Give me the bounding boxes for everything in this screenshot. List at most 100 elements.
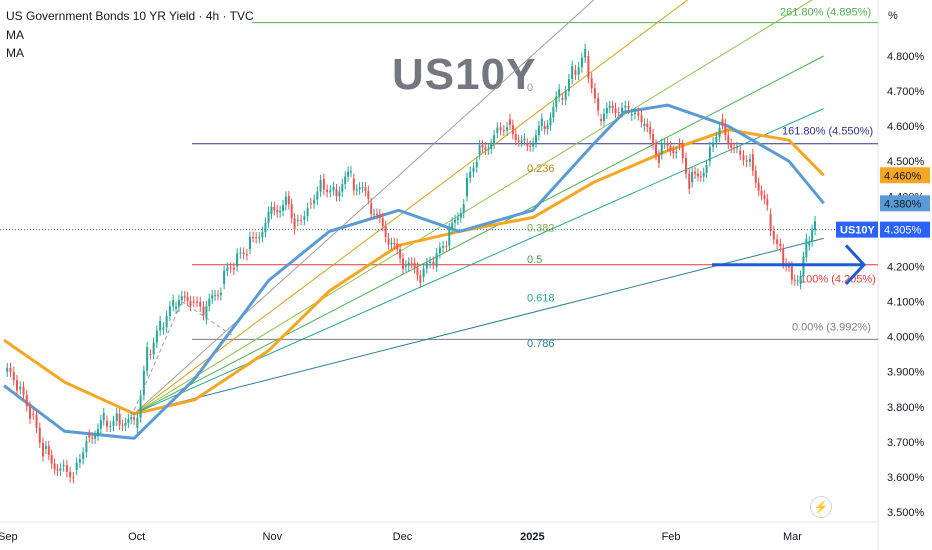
price-candle-body	[404, 265, 407, 267]
price-candle-body	[413, 263, 416, 268]
price-candle-body	[675, 152, 678, 154]
indicator-ma-1[interactable]: MA	[6, 28, 24, 42]
price-candle-body	[637, 112, 640, 116]
fib-fan-label: 0.786	[527, 338, 555, 350]
price-candle-body	[375, 213, 378, 215]
price-candle-body	[364, 187, 367, 191]
price-candle-body	[760, 190, 763, 196]
price-candle-body	[543, 126, 546, 130]
price-candle-body	[287, 196, 290, 205]
price-candle-body	[520, 140, 523, 142]
price-candle-body	[712, 142, 715, 147]
y-tick-label: 3.900%	[887, 367, 925, 379]
price-candle-body	[267, 211, 270, 223]
price-candle-body	[811, 230, 814, 242]
price-candle-body	[367, 190, 370, 199]
price-candle-body	[745, 160, 748, 162]
price-candle-body	[587, 56, 590, 78]
fib-fan-line	[133, 55, 824, 415]
price-candle-body	[192, 301, 195, 303]
price-candle-body	[180, 296, 183, 301]
price-candle-body	[475, 161, 478, 168]
price-candle-body	[242, 252, 245, 255]
price-candle-body	[564, 91, 567, 100]
fib-level-label: 161.80% (4.550%)	[782, 126, 873, 138]
price-candle-body	[597, 98, 600, 111]
price-candle-body	[25, 394, 28, 407]
x-tick-label: Feb	[662, 531, 681, 543]
price-candle-body	[12, 372, 15, 381]
y-tick-label: 4.100%	[887, 297, 925, 309]
price-candle-body	[75, 462, 78, 470]
price-candle-body	[425, 263, 428, 269]
price-candle-body	[669, 146, 672, 151]
price-candle-body	[435, 253, 438, 267]
price-candle-body	[688, 173, 691, 189]
price-candle-body	[469, 171, 472, 178]
price-candle-body	[62, 465, 65, 467]
price-candle-body	[313, 199, 316, 204]
price-candle-body	[577, 67, 580, 75]
lightning-icon[interactable]: ⚡	[810, 496, 832, 518]
price-candle-body	[399, 249, 402, 259]
price-candle-body	[805, 238, 808, 257]
price-candle-body	[390, 242, 393, 245]
price-candle-body	[335, 189, 338, 197]
price-candle-body	[718, 127, 721, 137]
price-candle-body	[85, 441, 88, 453]
price-candle-body	[255, 237, 258, 239]
price-candle-body	[293, 218, 296, 230]
price-candle-body	[532, 142, 535, 147]
price-candle-body	[91, 437, 94, 439]
price-candle-body	[523, 138, 526, 141]
price-candle-body	[526, 143, 529, 146]
price-candle-body	[139, 395, 142, 418]
price-candle-body	[290, 204, 293, 219]
y-tick-label: 4.000%	[887, 332, 925, 344]
x-tick-label: Sep	[0, 531, 18, 543]
y-tick-label: 4.200%	[887, 261, 925, 273]
price-candle-body	[660, 143, 663, 155]
price-candle-body	[216, 295, 219, 297]
price-candle-body	[739, 150, 742, 156]
price-candle-body	[766, 199, 769, 206]
price-candle-body	[796, 280, 799, 282]
price-candle-body	[149, 354, 152, 356]
y-tick-label: 4.500%	[887, 156, 925, 168]
indicator-ma-2[interactable]: MA	[6, 46, 24, 60]
fib-fan-line	[133, 0, 689, 415]
price-candle-body	[155, 330, 158, 343]
price-candle-body	[571, 65, 574, 79]
price-candle-body	[730, 143, 733, 148]
price-candle-body	[508, 119, 511, 125]
price-candle-body	[99, 420, 102, 429]
price-candle-body	[549, 117, 552, 126]
price-candle-body	[133, 417, 136, 420]
price-tag-label: 4.460%	[884, 170, 922, 182]
price-candle-body	[326, 189, 329, 193]
price-tag-label: 4.305%	[884, 225, 922, 237]
price-candle-body	[448, 228, 451, 246]
price-candle-body	[429, 261, 432, 264]
price-candle-body	[666, 143, 669, 147]
price-candle-body	[702, 172, 705, 177]
price-candle-body	[608, 105, 611, 108]
price-candle-body	[593, 88, 596, 99]
price-candle-body	[454, 219, 457, 223]
price-candle-body	[319, 180, 322, 192]
price-candle-body	[229, 267, 232, 269]
price-candle-body	[757, 182, 760, 191]
fib-level-label: 100% (4.205%)	[800, 274, 876, 286]
price-candle-body	[65, 465, 68, 473]
price-tag-box	[880, 167, 930, 184]
price-candle-body	[214, 295, 217, 297]
price-candle-body	[152, 342, 155, 355]
fib-fan-label: 0.618	[527, 293, 555, 305]
price-candle-body	[602, 113, 605, 122]
price-candle-body	[432, 261, 435, 265]
price-candle-body	[219, 292, 222, 296]
price-candle-body	[270, 206, 273, 214]
price-candle-body	[555, 96, 558, 107]
price-candle-body	[94, 435, 97, 439]
